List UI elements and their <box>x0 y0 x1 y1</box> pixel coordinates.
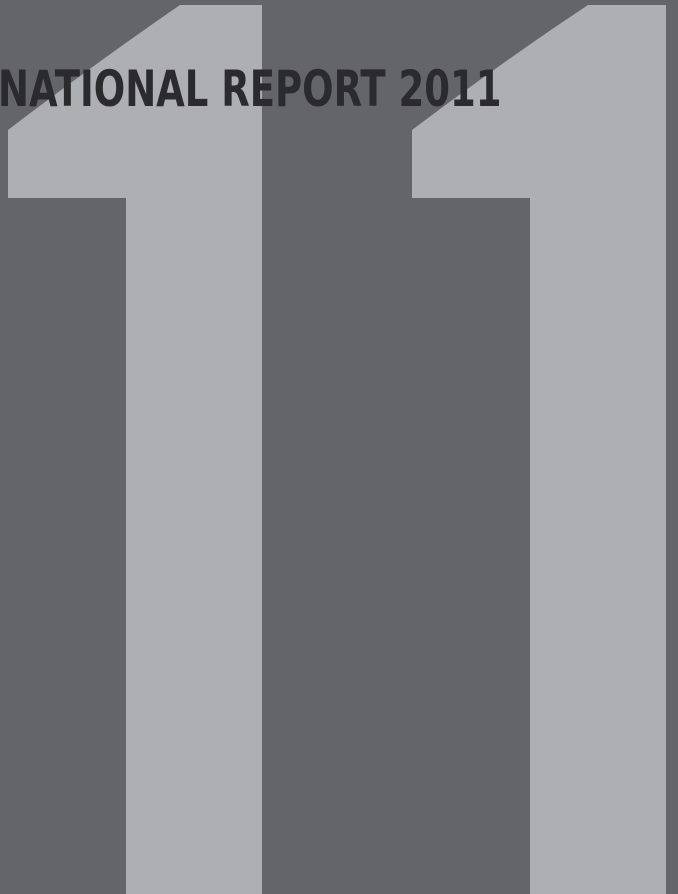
numeral-one-right <box>412 5 666 894</box>
numeral-one-left <box>8 5 262 894</box>
cover-title: NATIONAL REPORT 2011 <box>0 60 502 118</box>
